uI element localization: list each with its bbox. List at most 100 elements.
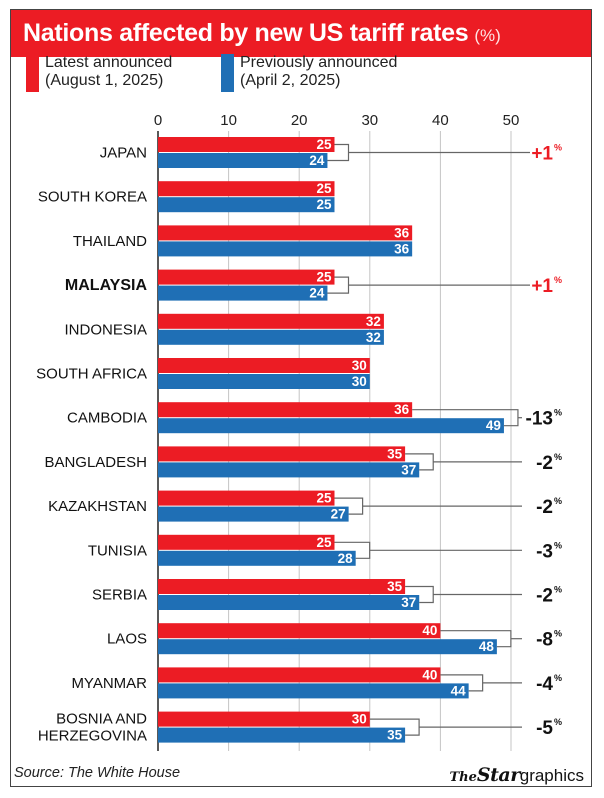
category-label-south-korea: SOUTH KOREA xyxy=(38,189,147,206)
bar-latest-serbia xyxy=(158,579,406,594)
change-label-myanmar: -4 xyxy=(536,674,553,695)
category-label-serbia: SERBIA xyxy=(92,587,147,604)
value-label-latest-south-africa: 30 xyxy=(352,358,367,373)
title-bar: Nations affected by new US tariff rates … xyxy=(11,10,591,57)
change-unit-japan: % xyxy=(554,143,562,153)
legend-latest-line1: Latest announced xyxy=(45,54,173,71)
brand-the: The xyxy=(449,770,477,785)
brand-star: Star xyxy=(476,764,520,786)
value-label-latest-japan: 25 xyxy=(316,137,332,152)
bar-previous-south-korea xyxy=(158,197,335,213)
bar-latest-japan xyxy=(158,137,335,152)
category-label-bosnia-and-herzegovina-2: HERZEGOVINA xyxy=(38,728,147,745)
bar-previous-tunisia xyxy=(158,550,356,566)
category-label-cambodia: CAMBODIA xyxy=(67,410,147,427)
value-label-latest-thailand: 36 xyxy=(394,225,410,240)
change-label-serbia: -2 xyxy=(536,586,553,607)
bar-previous-cambodia xyxy=(158,418,504,434)
bar-latest-indonesia xyxy=(158,313,384,329)
change-unit-laos: % xyxy=(554,629,562,639)
value-label-previous-indonesia: 32 xyxy=(366,330,381,345)
change-label-malaysia: +1 xyxy=(531,276,553,297)
chart-title: Nations affected by new US tariff rates xyxy=(23,19,469,47)
change-label-kazakhstan: -2 xyxy=(536,497,553,518)
category-label-indonesia: INDONESIA xyxy=(64,321,147,338)
value-label-previous-bangladesh: 37 xyxy=(401,462,416,477)
bar-previous-south-africa xyxy=(158,374,370,389)
value-label-latest-myanmar: 40 xyxy=(422,667,437,682)
bar-latest-tunisia xyxy=(158,534,335,550)
x-tick-label-20: 20 xyxy=(291,112,308,129)
value-label-latest-bangladesh: 35 xyxy=(387,446,403,461)
change-unit-tunisia: % xyxy=(554,540,562,550)
value-label-previous-serbia: 37 xyxy=(401,595,416,610)
bar-latest-bangladesh xyxy=(158,446,406,462)
legend-previous: Previously announced (April 2, 2025) xyxy=(221,54,397,92)
x-tick-label-40: 40 xyxy=(432,112,449,129)
change-label-laos: -8 xyxy=(536,630,553,651)
value-label-latest-cambodia: 36 xyxy=(394,402,410,417)
bar-previous-laos xyxy=(158,639,497,655)
value-label-previous-south-africa: 30 xyxy=(352,374,367,389)
change-label-bangladesh: -2 xyxy=(536,453,553,474)
value-label-previous-tunisia: 28 xyxy=(338,551,354,566)
category-label-bangladesh: BANGLADESH xyxy=(44,454,147,471)
category-label-bosnia-and-herzegovina-1: BOSNIA AND xyxy=(56,711,147,728)
x-tick-label-50: 50 xyxy=(503,112,520,129)
bar-latest-south-korea xyxy=(158,181,335,197)
value-label-latest-indonesia: 32 xyxy=(366,314,381,329)
category-label-laos: LAOS xyxy=(107,631,147,648)
x-tick-label-0: 0 xyxy=(154,112,162,129)
bar-previous-bangladesh xyxy=(158,462,420,478)
bar-latest-bosnia-and-herzegovina xyxy=(158,711,370,727)
bar-previous-thailand xyxy=(158,241,413,257)
change-unit-serbia: % xyxy=(554,585,562,595)
bar-previous-bosnia-and-herzegovina xyxy=(158,727,406,743)
bar-previous-serbia xyxy=(158,595,420,610)
value-label-latest-tunisia: 25 xyxy=(316,535,332,550)
value-label-previous-laos: 48 xyxy=(479,639,495,654)
source-note: Source: The White House xyxy=(14,765,181,781)
change-label-bosnia-and-herzegovina: -5 xyxy=(536,718,553,739)
value-label-latest-south-korea: 25 xyxy=(316,181,332,196)
bar-previous-kazakhstan xyxy=(158,506,349,522)
change-unit-bosnia-and-herzegovina: % xyxy=(554,717,562,727)
bar-previous-indonesia xyxy=(158,329,384,345)
category-label-tunisia: TUNISIA xyxy=(88,542,147,559)
bar-latest-cambodia xyxy=(158,402,413,418)
value-label-previous-bosnia-and-herzegovina: 35 xyxy=(387,728,403,743)
change-label-japan: +1 xyxy=(531,144,553,165)
category-label-kazakhstan: KAZAKHSTAN xyxy=(48,498,147,515)
category-label-south-africa: SOUTH AFRICA xyxy=(36,366,147,383)
chart-frame: Nations affected by new US tariff rates … xyxy=(10,9,592,787)
bar-latest-kazakhstan xyxy=(158,490,335,506)
legend-latest-line2: (August 1, 2025) xyxy=(45,72,164,89)
brand-graphics: graphics xyxy=(519,766,584,785)
bar-latest-thailand xyxy=(158,225,413,241)
bar-latest-south-africa xyxy=(158,358,370,373)
value-label-previous-malaysia: 24 xyxy=(309,286,325,301)
value-label-previous-japan: 24 xyxy=(309,153,325,168)
change-unit-myanmar: % xyxy=(554,673,562,683)
category-label-japan: JAPAN xyxy=(100,145,147,162)
legend-previous-line2: (April 2, 2025) xyxy=(240,72,341,89)
category-label-myanmar: MYANMAR xyxy=(71,675,147,692)
legend-latest: Latest announced (August 1, 2025) xyxy=(26,54,172,92)
category-label-thailand: THAILAND xyxy=(73,233,147,250)
change-unit-cambodia: % xyxy=(554,408,562,418)
brand-logo: TheStargraphics xyxy=(450,764,585,786)
legend-previous-swatch xyxy=(221,54,234,92)
value-label-previous-kazakhstan: 27 xyxy=(331,507,346,522)
change-unit-kazakhstan: % xyxy=(554,496,562,506)
x-tick-label-10: 10 xyxy=(220,112,237,129)
bar-previous-malaysia xyxy=(158,285,328,301)
bar-latest-myanmar xyxy=(158,667,441,683)
chart-unit: (%) xyxy=(474,25,501,45)
value-label-latest-laos: 40 xyxy=(422,623,437,638)
category-label-malaysia: MALAYSIA xyxy=(65,277,148,294)
legend-latest-swatch xyxy=(26,54,39,92)
x-tick-label-30: 30 xyxy=(361,112,378,129)
change-unit-bangladesh: % xyxy=(554,452,562,462)
value-label-latest-bosnia-and-herzegovina: 30 xyxy=(352,712,367,727)
